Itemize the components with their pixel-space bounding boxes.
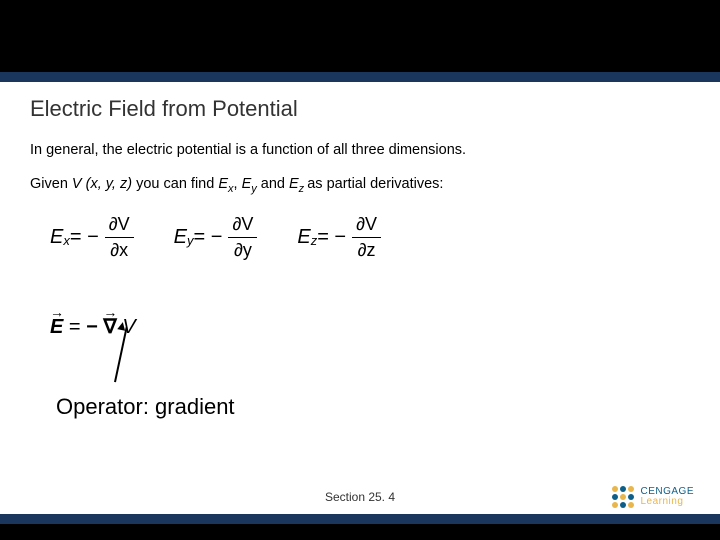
vector-arrow-nabla-icon: →	[103, 303, 117, 323]
paragraph-1: In general, the electric potential is a …	[30, 140, 690, 160]
header-blue-bar	[0, 72, 720, 82]
slide-title: Electric Field from Potential	[0, 82, 720, 122]
logo-dots-icon	[612, 486, 634, 508]
operator-label: Operator: gradient	[56, 394, 235, 420]
vector-equation: → E = − → ∇ V	[50, 313, 690, 341]
slide-body: In general, the electric potential is a …	[0, 122, 720, 341]
header-black-bar	[0, 0, 720, 72]
section-label: Section 25. 4	[325, 490, 395, 504]
partial-derivative-equations: Ex = − ∂V ∂x Ey = − ∂V ∂y Ez = − ∂V ∂z	[50, 212, 690, 263]
paragraph-2: Given V (x, y, z) you can find Ex, Ey an…	[30, 174, 690, 197]
logo-text-2: Learning	[640, 497, 694, 507]
annotation-arrow-head-icon	[117, 321, 126, 330]
footer-blue-bar	[0, 514, 720, 524]
equation-ex: Ex = − ∂V ∂x	[50, 212, 134, 263]
cengage-logo: CENGAGE Learning	[606, 484, 700, 510]
equation-ey: Ey = − ∂V ∂y	[174, 212, 258, 263]
vector-arrow-e-icon: →	[50, 303, 64, 323]
equation-ez: Ez = − ∂V ∂z	[297, 212, 381, 263]
footer-black-bar	[0, 524, 720, 540]
